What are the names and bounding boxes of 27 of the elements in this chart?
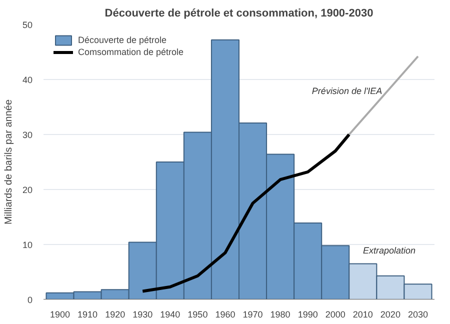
y-axis-title: Milliards de barils par année: [3, 99, 14, 225]
x-tick-label: 1990: [298, 310, 318, 320]
x-tick-label: 1980: [270, 310, 290, 320]
annotation: Extrapolation: [362, 246, 416, 256]
x-tick-label: 1940: [160, 310, 180, 320]
x-tick-label: 1960: [215, 310, 236, 320]
y-tick-label: 40: [22, 75, 33, 85]
x-tick-label: 1930: [132, 310, 153, 320]
x-tick-label: 1920: [105, 310, 126, 320]
y-tick-label: 50: [22, 20, 33, 30]
x-tick-label: 1910: [78, 310, 98, 320]
legend-label: Comsommation de pétrole: [78, 46, 184, 58]
x-tick-label: 1950: [188, 310, 208, 320]
y-tick-label: 30: [22, 130, 33, 140]
y-tick-label: 0: [27, 295, 33, 305]
x-tick-label: 2010: [352, 310, 373, 320]
y-tick-label: 10: [22, 240, 33, 250]
legend-label: Découverte de pétrole: [78, 34, 167, 46]
chart-title: Découverte de pétrole et consommation, 1900-2030: [104, 8, 374, 20]
line-series: [141, 133, 351, 293]
x-tick-label: 1900: [50, 310, 70, 320]
y-tick-label: 20: [22, 185, 33, 195]
x-tick-label: 2030: [408, 310, 428, 320]
x-tick-label: 1970: [242, 310, 263, 320]
x-tick-label: 2020: [380, 310, 400, 320]
x-tick-label: 2000: [325, 310, 346, 320]
annotation: Prévision de l'IEA: [312, 86, 382, 96]
